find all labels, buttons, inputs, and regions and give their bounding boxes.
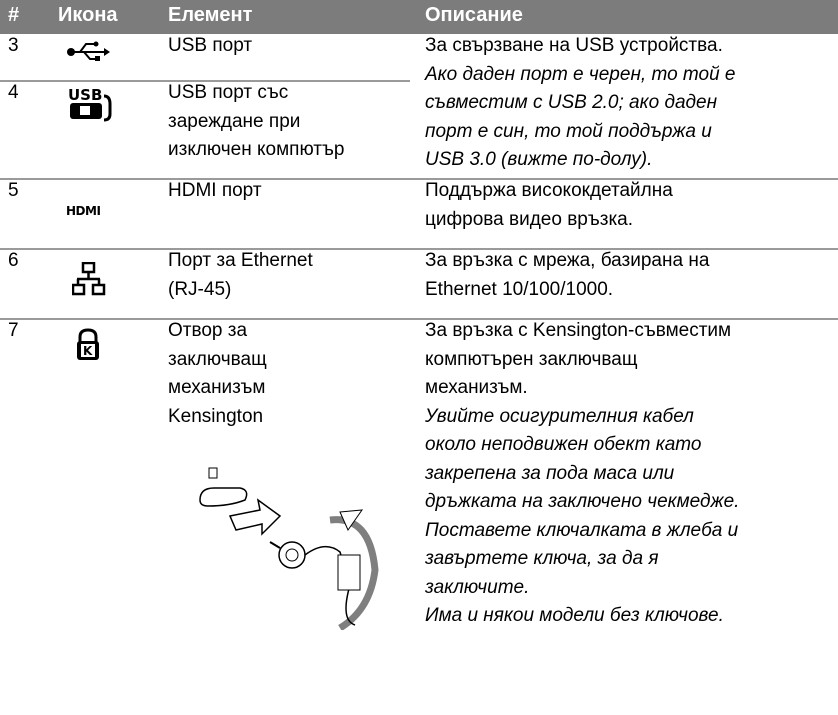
element-name: USB порт със bbox=[168, 82, 289, 103]
svg-text:HDMI: HDMI bbox=[66, 204, 100, 218]
element-name: зареждане при bbox=[168, 110, 301, 132]
element-name: (RJ-45) bbox=[168, 278, 232, 300]
row-number: 7 bbox=[8, 320, 19, 341]
description-note: закрепена за пода маса или bbox=[425, 462, 675, 484]
header-bar bbox=[0, 0, 838, 34]
ethernet-icon bbox=[72, 262, 106, 296]
description-note: Ако даден порт е черен, то той е bbox=[425, 63, 736, 85]
usb-charge-icon: USB bbox=[68, 86, 112, 122]
description-text: компютърен заключващ bbox=[425, 348, 638, 370]
description-note: около неподвижен обект като bbox=[425, 434, 702, 455]
element-name: USB порт bbox=[168, 35, 253, 56]
description-note: завъртете ключа, за да я bbox=[425, 548, 659, 569]
svg-text:K: K bbox=[83, 344, 93, 358]
element-name: механизъм bbox=[168, 377, 266, 398]
description-note: дръжката на заключено чекмедже. bbox=[425, 491, 740, 512]
header-description: Описание bbox=[425, 4, 523, 26]
kensington-illustration bbox=[199, 467, 379, 630]
description-note: съвместим с USB 2.0; ако даден bbox=[425, 92, 718, 113]
element-name: изключен компютър bbox=[168, 139, 345, 160]
hdmi-icon: HDMI bbox=[66, 204, 101, 218]
description-note: Увийте осигурителния кабел bbox=[425, 405, 694, 427]
header-number: # bbox=[8, 4, 20, 26]
element-name: Порт за Ethernet bbox=[168, 250, 313, 271]
description-text: механизъм. bbox=[425, 377, 528, 398]
header-icon: Икона bbox=[58, 4, 118, 26]
description-note: заключите. bbox=[425, 576, 530, 598]
header-element: Елемент bbox=[168, 4, 253, 26]
description-note: Има и някои модели без ключове. bbox=[425, 605, 724, 626]
description-note: USB 3.0 (вижте по-долу). bbox=[425, 149, 653, 170]
row-number: 4 bbox=[8, 82, 19, 103]
description-text: За връзка с Kensington-съвместим bbox=[425, 320, 732, 341]
element-name: заключващ bbox=[168, 348, 267, 370]
element-name: Отвор за bbox=[168, 320, 248, 341]
usb-icon bbox=[67, 41, 110, 61]
description-text: Поддържа висококдетайлна bbox=[425, 180, 673, 201]
row-number: 3 bbox=[8, 35, 19, 56]
row-separator bbox=[0, 80, 410, 82]
row-number: 6 bbox=[8, 250, 19, 271]
row-number: 5 bbox=[8, 180, 19, 201]
description-text: цифрова видео връзка. bbox=[425, 208, 634, 230]
row-separator bbox=[0, 178, 838, 180]
kensington-icon: K bbox=[77, 328, 99, 360]
row-separator bbox=[0, 248, 838, 250]
element-name: HDMI порт bbox=[168, 180, 262, 201]
description-note: порт е син, то той поддържа и bbox=[425, 120, 712, 142]
description-text: Ethernet 10/100/1000. bbox=[425, 278, 614, 300]
description-text: За връзка с мрежа, базирана на bbox=[425, 250, 710, 271]
svg-text:USB: USB bbox=[68, 86, 102, 104]
row-separator bbox=[0, 318, 838, 320]
element-name: Kensington bbox=[168, 405, 264, 427]
description-text: За свързване на USB устройства. bbox=[425, 35, 723, 56]
description-note: Поставете ключалката в жлеба и bbox=[425, 519, 739, 541]
